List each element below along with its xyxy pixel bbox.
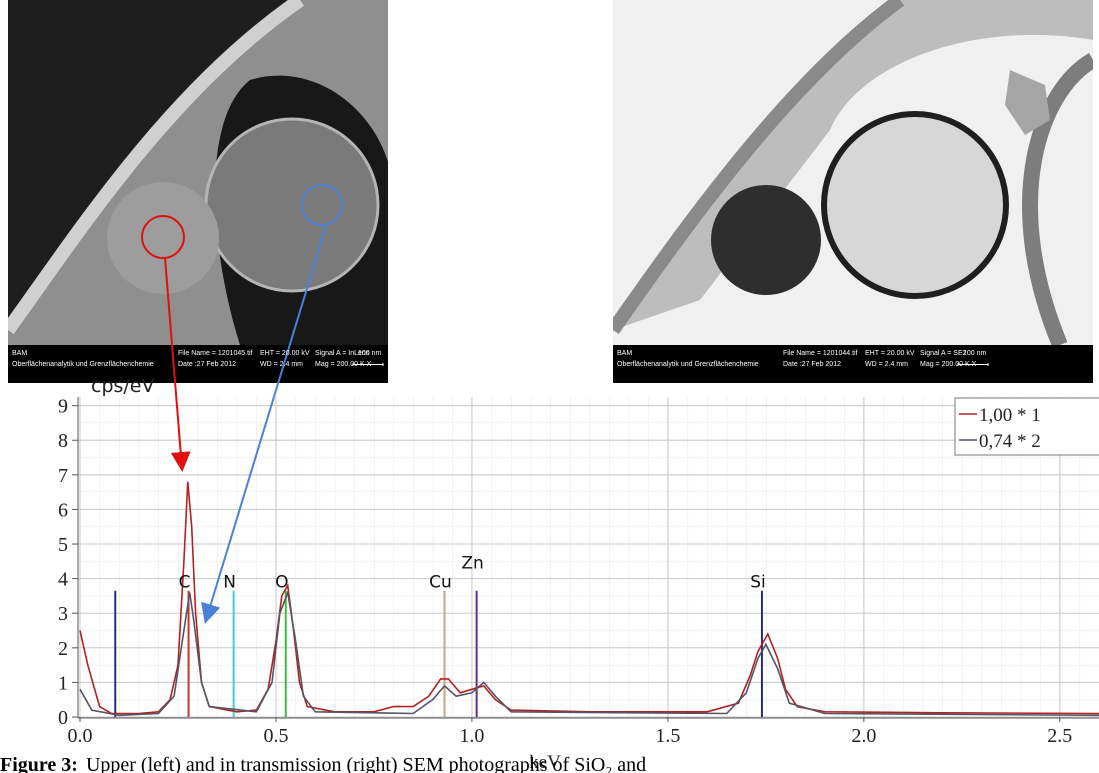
- sem-date: Date :27 Feb 2012: [178, 361, 236, 368]
- sem-scale: 100 nm: [358, 350, 382, 357]
- sem-file: File Name = 1201044.tif: [783, 350, 858, 357]
- x-tick-label: 2.0: [851, 725, 876, 747]
- legend-label: 0,74 * 2: [979, 431, 1041, 452]
- sem-org: BAM: [12, 350, 27, 357]
- x-tick-label: 0.0: [68, 725, 93, 747]
- sem-signal: Signal A = InLens: [315, 350, 370, 357]
- sem-file: File Name = 1201045.tif: [178, 350, 253, 357]
- minor-grid: [78, 397, 1099, 717]
- x-tick-label: 2.5: [1047, 725, 1072, 747]
- sem-wd: WD = 2.4 mm: [260, 361, 303, 368]
- y-tick-label: 8: [58, 430, 68, 452]
- sem-dept: Oberflächenanalytik und Grenzflächenchem…: [12, 361, 154, 368]
- legend-label: 1,00 * 1: [979, 405, 1041, 426]
- y-tick-label: 9: [58, 396, 68, 418]
- caption-label: Figure 3:: [0, 754, 78, 773]
- sem-signal: Signal A = SE2: [920, 350, 967, 357]
- sem-info-bar: BAM Oberflächenanalytik und Grenzflächenc…: [617, 350, 989, 368]
- sem-eht: EHT = 20.00 kV: [865, 350, 915, 357]
- sem-mag: Mag = 200.00 K X: [920, 361, 977, 368]
- y-tick-label: 0: [58, 707, 68, 729]
- x-tick-label: 0.5: [263, 725, 288, 747]
- sem-info-bar: BAM Oberflächenanalytik und Grenzflächenc…: [12, 350, 384, 368]
- element-label: N: [223, 573, 236, 593]
- x-axis-label: keV: [529, 752, 561, 773]
- y-tick-label: 6: [58, 499, 68, 521]
- plot-area: [79, 481, 1099, 717]
- y-tick-label: 1: [58, 672, 68, 694]
- sem-eht: EHT = 20.00 kV: [260, 350, 310, 357]
- element-label: C: [179, 573, 191, 593]
- element-label: Zn: [461, 554, 483, 574]
- scale-bar: [957, 363, 989, 366]
- sem-org: BAM: [617, 350, 632, 357]
- sem-mag: Mag = 200.00 K X: [315, 361, 372, 368]
- spectrum-line: [79, 589, 1099, 717]
- arrow-red: [164, 257, 191, 472]
- sem-image-left: [8, 0, 388, 383]
- legend-box: [954, 397, 1099, 456]
- caption-text: Upper (left) and in transmission (right)…: [86, 754, 646, 773]
- sem-dept: Oberflächenanalytik und Grenzflächenchem…: [617, 361, 759, 368]
- y-tick-label: 2: [58, 638, 68, 660]
- y-tick-label: 4: [58, 569, 68, 591]
- y-tick-label: 5: [58, 534, 68, 556]
- element-label: Si: [750, 573, 766, 593]
- element-label: O: [275, 573, 288, 593]
- sem-wd: WD = 2.4 mm: [865, 361, 908, 368]
- legend: 1,00 * 1 0,74 * 2: [954, 397, 1099, 456]
- spectrum-chart: 0 1 2 3 4 5 6 7 8 9 0.0 0.5 1.0 1.5 2.0 2.5 C N O Cu Zn Si 1,0…: [58, 396, 1099, 747]
- sem-image-right: [613, 0, 1093, 383]
- y-axis-label: cps/eV: [91, 375, 155, 397]
- caption: Figure 3: Upper (left) and in transmissio…: [0, 754, 646, 773]
- y-tick-label: 3: [58, 603, 68, 625]
- x-tick-label: 1.0: [459, 725, 484, 747]
- x-tick-label: 1.5: [655, 725, 680, 747]
- element-label: Cu: [429, 573, 452, 593]
- scale-bar: [352, 363, 384, 366]
- sem-scale: 100 nm: [963, 350, 987, 357]
- arrow-blue: [201, 225, 327, 624]
- y-tick-label: 7: [58, 465, 68, 487]
- sem-date: Date :27 Feb 2012: [783, 361, 841, 368]
